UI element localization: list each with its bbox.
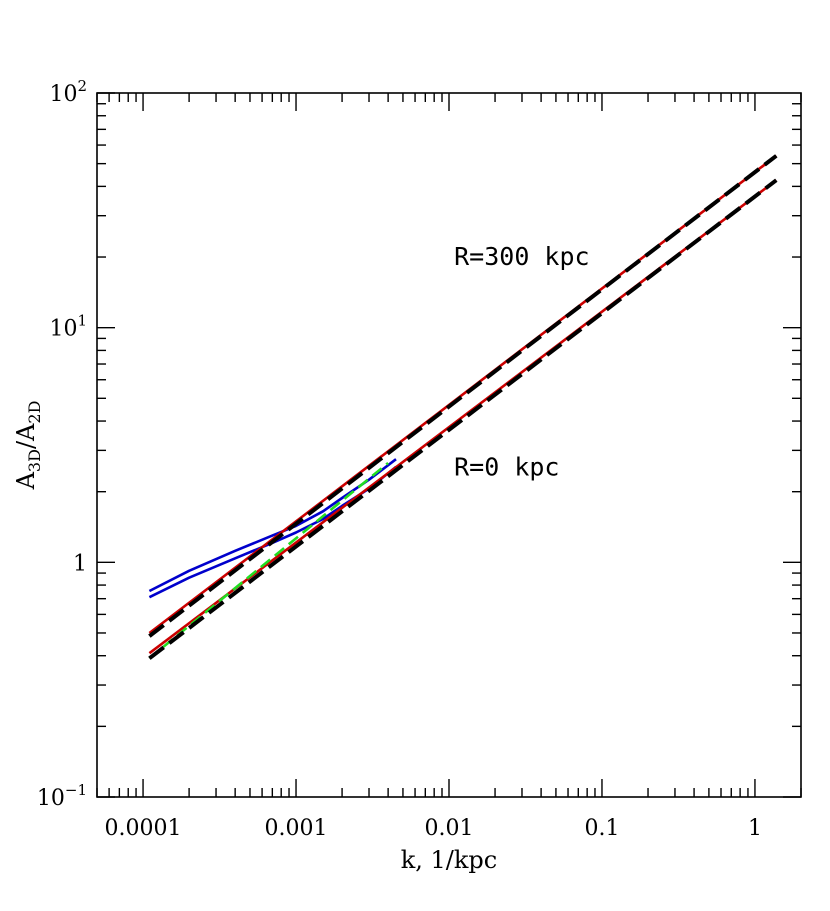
series-line-7: [148, 178, 778, 660]
series-line-6: [148, 154, 778, 638]
x-tick-label: 0.01: [425, 816, 474, 841]
x-axis-label: k, 1/kpc: [401, 846, 498, 874]
x-tick-label: 1: [748, 816, 762, 841]
series-line-3: [148, 154, 778, 635]
annotations: R=300 kpc R=0 kpc: [454, 242, 589, 481]
y-axis-label: A3D/A2D: [12, 401, 44, 491]
annotation-2: R=0 kpc: [454, 452, 559, 481]
series-layer: [148, 154, 778, 660]
x-tick-label: 0.001: [265, 816, 328, 841]
x-tick-label: 0.1: [584, 816, 619, 841]
y-tick-label: 10−1: [37, 781, 87, 811]
minor-ticks: [96, 93, 802, 797]
x-tick-labels: 0.0001 0.001 0.01 0.1 1: [105, 816, 762, 841]
y-tick-label: 102: [49, 77, 87, 107]
series-line-5: [148, 461, 389, 660]
x-tick-label: 0.0001: [105, 816, 182, 841]
y-tick-labels: 10−1 1 101 102: [37, 77, 87, 811]
y-tick-label: 1: [73, 551, 87, 576]
annotation-1: R=300 kpc: [454, 242, 589, 271]
y-tick-label: 101: [49, 312, 87, 342]
y-label-sub-2: 2D: [25, 401, 44, 424]
plot-frame: [96, 92, 802, 798]
y-label-sub-1: 3D: [25, 449, 44, 472]
svg-text:A3D/A2D: A3D/A2D: [12, 401, 44, 491]
y-label-main-2: A: [12, 423, 40, 442]
series-line-1: [148, 458, 397, 593]
major-ticks: [97, 92, 801, 798]
y-label-main-1: A: [12, 471, 40, 490]
